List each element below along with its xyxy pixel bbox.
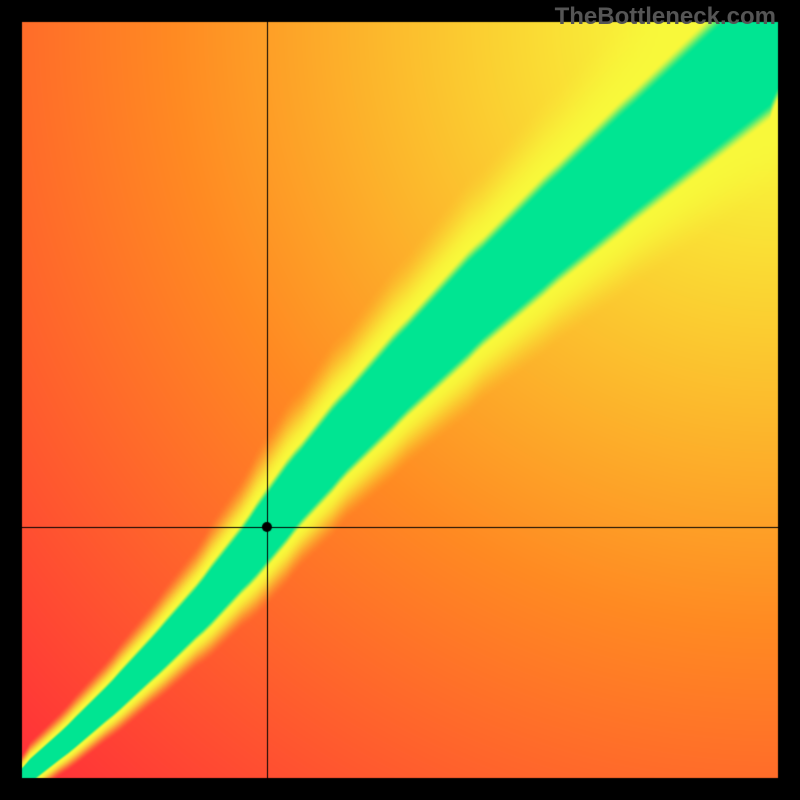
bottleneck-heatmap	[0, 0, 800, 800]
chart-container: TheBottleneck.com	[0, 0, 800, 800]
watermark-label: TheBottleneck.com	[555, 3, 776, 31]
